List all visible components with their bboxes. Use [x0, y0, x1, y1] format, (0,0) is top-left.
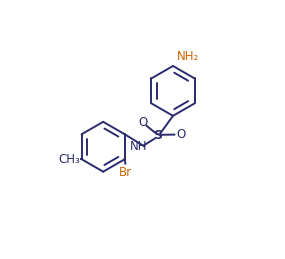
Text: NH₂: NH₂ [177, 50, 199, 63]
Text: CH₃: CH₃ [58, 153, 80, 166]
Text: O: O [139, 116, 148, 129]
Text: Br: Br [119, 166, 132, 179]
Text: NH: NH [130, 140, 148, 153]
Text: O: O [176, 128, 185, 141]
Text: S: S [154, 129, 162, 142]
